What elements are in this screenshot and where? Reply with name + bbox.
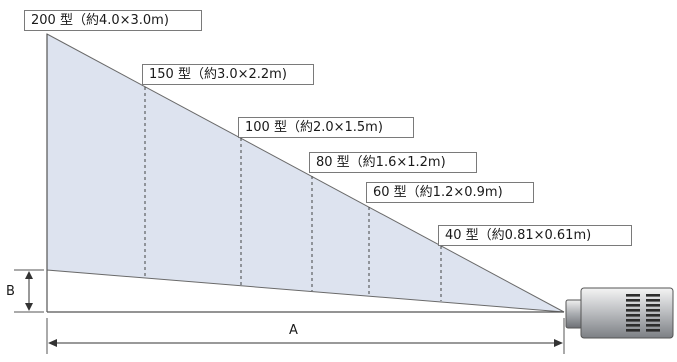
projector-icon bbox=[565, 287, 674, 339]
screen-label-150: 150 型（約3.0×2.2m) bbox=[142, 64, 314, 85]
dimension-a-arrowhead-left bbox=[48, 339, 57, 347]
dimension-b-arrowhead-top bbox=[25, 271, 33, 279]
dimension-a-label: A bbox=[289, 323, 298, 338]
screen-label-40: 40 型（約0.81×0.61m) bbox=[438, 225, 632, 246]
screen-label-80: 80 型（約1.6×1.2m) bbox=[309, 152, 477, 173]
screen-label-60: 60 型（約1.2×0.9m) bbox=[366, 182, 534, 203]
dimension-a-arrowhead-right bbox=[554, 339, 563, 347]
screen-label-100: 100 型（約2.0×1.5m) bbox=[238, 117, 414, 138]
screen-label-200: 200 型（約4.0×3.0m) bbox=[24, 10, 202, 31]
dimension-b-label: B bbox=[6, 284, 15, 299]
dimension-b-arrowhead-bottom bbox=[25, 303, 33, 311]
